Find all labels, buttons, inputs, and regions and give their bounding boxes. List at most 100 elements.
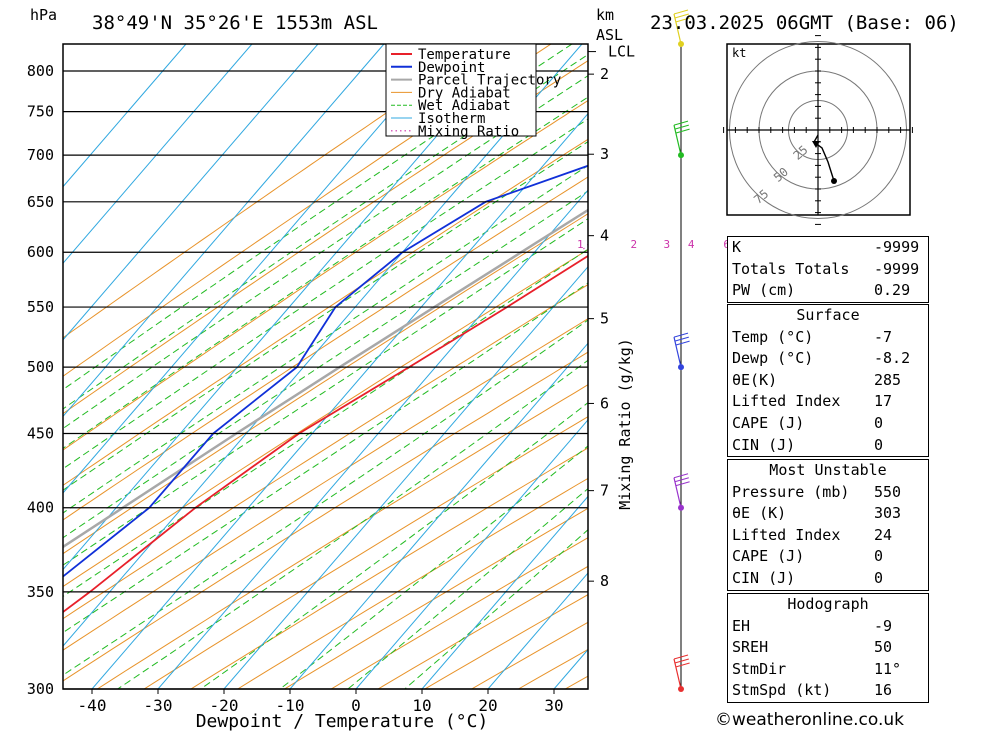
pressure-tick-label: 700 <box>27 146 54 164</box>
mu-li-row: Lifted Index 24 <box>732 525 893 544</box>
wind-barb-flag <box>674 336 689 342</box>
profile-dewpoint <box>63 164 588 578</box>
isotherm-line <box>63 44 253 265</box>
wet-adiabat-line <box>63 118 588 470</box>
mixing-ratio-label: 3 <box>664 238 671 251</box>
pressure-unit-label: hPa <box>30 6 57 24</box>
isotherm-line <box>63 44 451 494</box>
surface-cape-row: CAPE (J) 0 <box>732 413 884 432</box>
wet-adiabat-line <box>347 487 588 689</box>
wet-adiabat-line <box>63 319 588 676</box>
lcl-label: LCL <box>608 43 635 61</box>
dry-adiabat-line <box>237 477 588 689</box>
wind-barb <box>673 124 682 156</box>
most-unstable-panel: Most Unstable Pressure (mb) 550 θE (K) 303… <box>727 459 929 591</box>
wet-adiabat-line <box>63 75 588 430</box>
km-tick-label: 6 <box>600 394 609 412</box>
wind-barb <box>673 477 682 508</box>
dry-adiabat-line <box>63 284 588 620</box>
wet-adiabat-line <box>63 96 588 449</box>
legend-entry: Dewpoint <box>418 60 485 76</box>
profile-temperature <box>63 254 588 614</box>
isotherm-line <box>63 44 517 571</box>
plot-frame <box>62 43 589 690</box>
stmspd-row: StmSpd (kt) 16 <box>732 681 893 700</box>
storm-motion-marker <box>812 141 820 148</box>
km-tick-label: 4 <box>600 227 609 245</box>
mu-cin-row: CIN (J) 0 <box>732 568 884 587</box>
wet-adiabat-line <box>63 282 588 634</box>
stmdir-row: StmDir 11° <box>732 659 902 678</box>
pressure-tick-label: 550 <box>27 298 54 316</box>
dry-adiabat-line <box>284 507 588 689</box>
wind-barb <box>673 658 682 690</box>
temperature-tick-label: -30 <box>144 696 173 715</box>
surface-li-row: Lifted Index 17 <box>732 392 893 411</box>
wet-adiabat-line <box>63 44 573 391</box>
temperature-tick-label: 20 <box>478 696 497 715</box>
x-axis-label: Dewpoint / Temperature (°C) <box>196 711 489 732</box>
isotherm-line <box>63 44 319 341</box>
km-unit-label: km <box>596 6 614 24</box>
eh-row: EH -9 <box>732 616 893 635</box>
wind-barb-flag <box>674 13 689 19</box>
wind-barb-flag <box>674 477 689 483</box>
wind-barb <box>673 13 682 45</box>
km-tick-label: 2 <box>600 65 609 83</box>
profile-parcel-trajectory <box>63 208 588 549</box>
hodograph-unit-label: kt <box>732 46 746 60</box>
pressure-tick-label: 600 <box>27 243 54 261</box>
dry-adiabat-line <box>63 213 588 555</box>
isotherm-line <box>355 419 588 689</box>
wind-barb-flag <box>673 332 689 338</box>
hodograph-stats-title: Hodograph <box>787 595 869 613</box>
wind-barb-flag <box>675 17 690 23</box>
copyright-footer[interactable]: ©weatheronline.co.uk <box>715 710 905 730</box>
legend-entry: Temperature <box>418 47 511 63</box>
wet-adiabat-line <box>63 248 588 597</box>
mixing-ratio-label: 1 <box>577 238 584 251</box>
wind-barb-flag <box>673 120 689 126</box>
dry-adiabat-line <box>143 416 588 689</box>
legend-entry: Mixing Ratio <box>418 124 519 140</box>
wind-barb-flag <box>674 658 689 664</box>
isotherm-line <box>91 112 588 689</box>
dry-adiabat-line <box>63 99 588 451</box>
wind-barb-flag <box>673 654 689 660</box>
wet-adiabat-line <box>63 164 588 514</box>
km-tick-label: 3 <box>600 145 609 163</box>
dry-adiabat-line <box>63 351 588 682</box>
hodograph-stats-panel: Hodograph EH -9 SREH 50 StmDir 11° StmSpd (… <box>727 593 929 703</box>
dry-adiabat-line <box>190 447 588 689</box>
wind-barb-flag <box>675 340 690 346</box>
hodograph-end-dot <box>831 178 837 184</box>
surface-cin-row: CIN (J) 0 <box>732 435 884 454</box>
dry-adiabat-line <box>63 44 489 339</box>
mu-cape-row: CAPE (J) 0 <box>732 547 884 566</box>
sreh-row: SREH 50 <box>732 638 893 657</box>
isotherm-line <box>63 44 385 418</box>
km-tick-label: 7 <box>600 482 609 500</box>
isotherm-line <box>421 495 588 689</box>
wind-barb-flag <box>673 9 689 15</box>
isotherm-line <box>487 572 588 689</box>
wet-adiabat-line <box>63 218 588 566</box>
km-tick-label: 5 <box>600 310 609 328</box>
wind-barb-flag <box>674 124 689 130</box>
surface-title: Surface <box>796 306 860 324</box>
dry-adiabat-line <box>97 384 588 689</box>
wind-barb-flag <box>673 473 689 479</box>
surface-temp-row: Temp (°C) -7 <box>732 327 893 346</box>
pressure-tick-label: 300 <box>27 680 54 698</box>
mixing-ratio-label: 2 <box>630 238 637 251</box>
totals-totals-row: Totals Totals -9999 <box>732 259 920 278</box>
isotherm-line <box>63 44 583 647</box>
most-unstable-title: Most Unstable <box>769 461 887 479</box>
pressure-tick-label: 750 <box>27 103 54 121</box>
k-index-row: K -9999 <box>732 238 920 256</box>
wind-barb <box>673 336 682 368</box>
legend-entry: Dry Adiabat <box>418 85 511 101</box>
wind-barb-flag <box>675 128 690 134</box>
